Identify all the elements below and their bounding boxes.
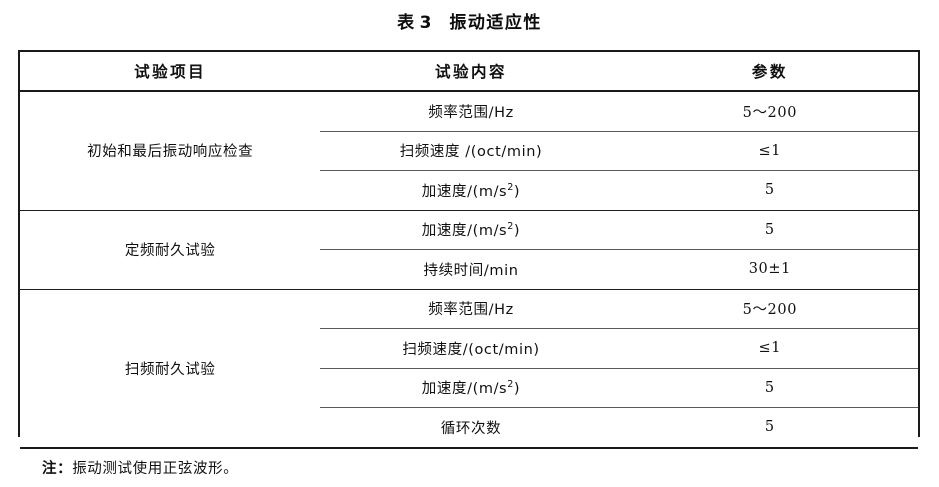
column-header-test-content: 试验内容	[320, 52, 621, 91]
test-content-tail: )	[514, 184, 520, 200]
test-content-base: 加速度/(m/s	[422, 184, 507, 200]
table-caption-number: 3	[416, 13, 436, 33]
column-header-parameter: 参数	[622, 52, 918, 91]
parameter-cell: ≤1	[622, 131, 918, 171]
parameter-cell: 5	[622, 368, 918, 408]
table-row: 初始和最后振动响应检查 频率范围/Hz 5～200	[20, 91, 918, 131]
column-header-test-item: 试验项目	[20, 52, 320, 91]
test-content-cell: 循环次数	[320, 408, 621, 448]
table-header-row: 试验项目 试验内容 参数	[20, 52, 918, 91]
test-content-tail: )	[514, 223, 520, 239]
vibration-spec-table: 试验项目 试验内容 参数 初始和最后振动响应检查 频率范围/Hz 5～200 扫…	[20, 52, 918, 487]
test-content-cell: 加速度/(m/s2)	[320, 368, 621, 408]
table-caption-label: 表	[397, 13, 416, 33]
test-content-tail: )	[514, 381, 520, 397]
test-content-superscript: 2	[507, 182, 514, 193]
table-header: 试验项目 试验内容 参数	[20, 52, 918, 91]
test-content-cell: 扫频速度/(oct/min)	[320, 329, 621, 369]
table-body: 初始和最后振动响应检查 频率范围/Hz 5～200 扫频速度 /(oct/min…	[20, 91, 918, 487]
test-content-superscript: 2	[507, 221, 514, 232]
test-content-superscript: 2	[507, 379, 514, 390]
table-caption-name: 振动适应性	[449, 13, 542, 33]
test-content-cell: 频率范围/Hz	[320, 289, 621, 329]
parameter-cell: ≤1	[622, 329, 918, 369]
parameter-cell: 5～200	[622, 289, 918, 329]
parameter-cell: 5	[622, 408, 918, 448]
test-content-base: 加速度/(m/s	[422, 381, 507, 397]
test-content-cell: 频率范围/Hz	[320, 91, 621, 131]
test-content-cell: 加速度/(m/s2)	[320, 210, 621, 250]
table-note-label: 注：	[42, 461, 72, 477]
table-note-text: 振动测试使用正弦波形。	[72, 461, 238, 477]
table-row: 定频耐久试验 加速度/(m/s2) 5	[20, 210, 918, 250]
parameter-cell: 5	[622, 171, 918, 211]
test-content-cell: 扫频速度 /(oct/min)	[320, 131, 621, 171]
table-row: 扫频耐久试验 频率范围/Hz 5～200	[20, 289, 918, 329]
group-label-fixed-frequency-endurance-test: 定频耐久试验	[20, 210, 320, 289]
group-label-sweep-frequency-endurance-test: 扫频耐久试验	[20, 289, 320, 448]
test-content-cell: 加速度/(m/s2)	[320, 171, 621, 211]
vibration-spec-table-container: 试验项目 试验内容 参数 初始和最后振动响应检查 频率范围/Hz 5～200 扫…	[18, 50, 920, 437]
group-label-initial-final-response-check: 初始和最后振动响应检查	[20, 91, 320, 210]
table-note: 注：振动测试使用正弦波形。	[20, 448, 918, 487]
parameter-cell: 5～200	[622, 91, 918, 131]
table-note-row: 注：振动测试使用正弦波形。	[20, 448, 918, 487]
test-content-cell: 持续时间/min	[320, 250, 621, 290]
parameter-cell: 5	[622, 210, 918, 250]
parameter-cell: 30±1	[622, 250, 918, 290]
test-content-base: 加速度/(m/s	[422, 223, 507, 239]
